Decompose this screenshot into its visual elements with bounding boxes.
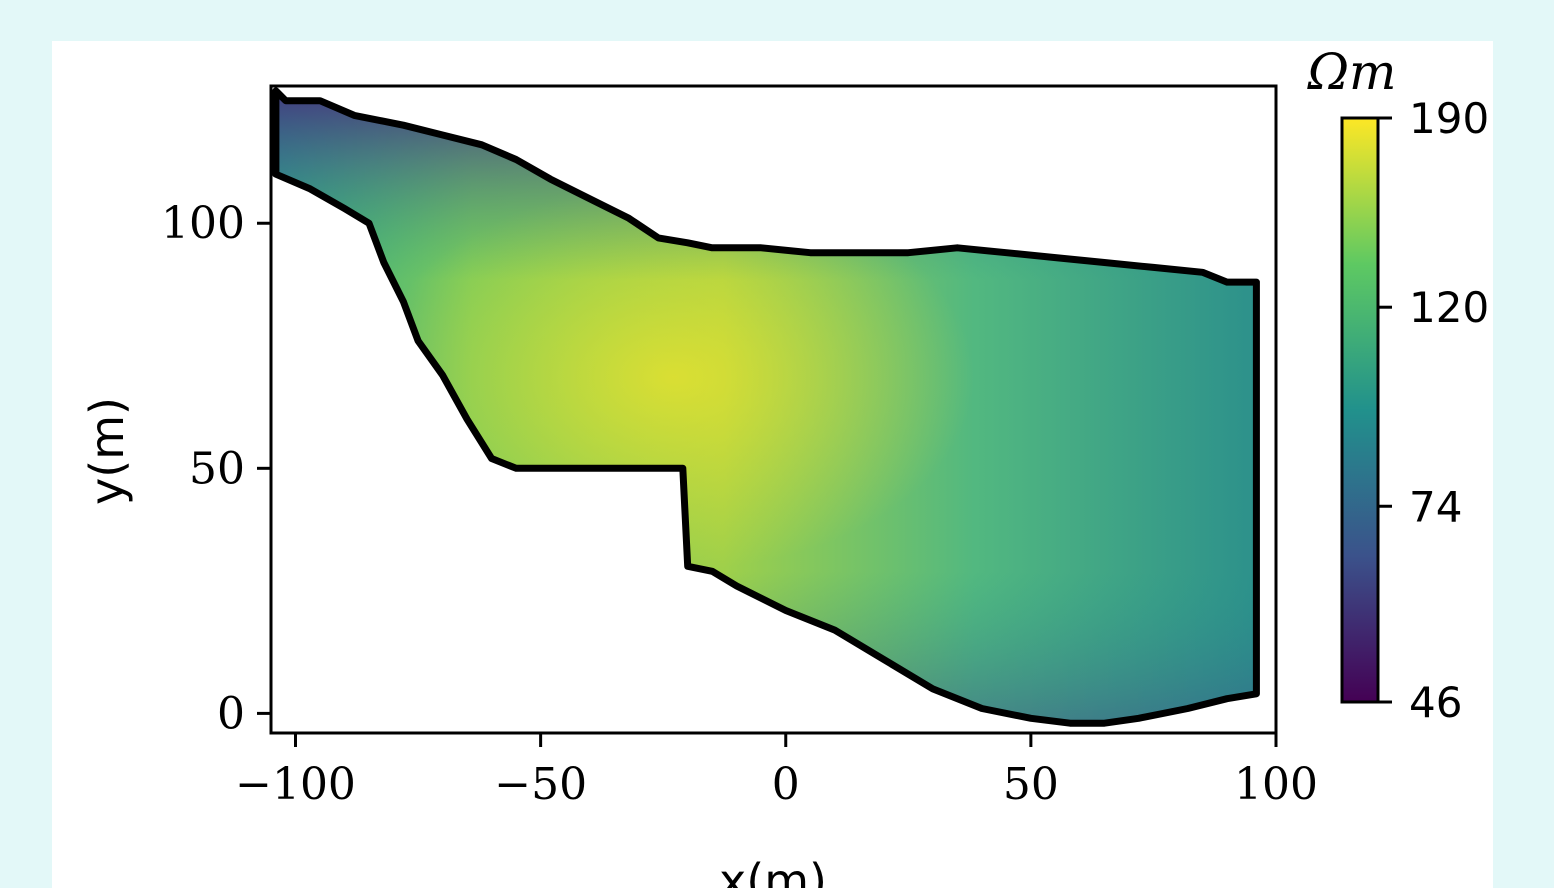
x-tick-label: −50 (494, 759, 587, 810)
colorbar-tick-label: 74 (1409, 482, 1462, 531)
x-tick-label: 50 (1003, 759, 1059, 810)
colorbar-ticks: 46 74 120 190 (1378, 94, 1489, 727)
colorbar-tick-label: 190 (1409, 94, 1489, 143)
x-axis-label: x(m) (719, 854, 827, 888)
axes-frame (269, 84, 1278, 735)
resistivity-field (275, 90, 1257, 724)
resistivity-figure: −100 −50 0 50 100 0 50 100 x(m) y(m) 46 74 120 19… (80, 43, 1489, 888)
x-tick-label: 100 (1234, 759, 1318, 810)
y-axis-label: y(m) (80, 397, 134, 505)
figure-card: −100 −50 0 50 100 0 50 100 x(m) y(m) 46 74 120 19… (52, 41, 1493, 888)
x-tick-label: 0 (772, 759, 800, 810)
colorbar-unit-label: Ωm (1307, 43, 1397, 101)
colorbar (1340, 116, 1380, 704)
y-tick-label: 0 (217, 688, 245, 739)
colorbar-tick-label: 46 (1409, 678, 1462, 727)
y-axis: 0 50 100 (161, 198, 271, 739)
x-axis: −100 −50 0 50 100 (235, 733, 1318, 810)
y-tick-label: 100 (161, 198, 245, 249)
y-tick-label: 50 (189, 443, 245, 494)
domain-outline (272, 87, 1260, 727)
colorbar-tick-label: 120 (1409, 283, 1489, 332)
x-tick-label: −100 (235, 759, 356, 810)
